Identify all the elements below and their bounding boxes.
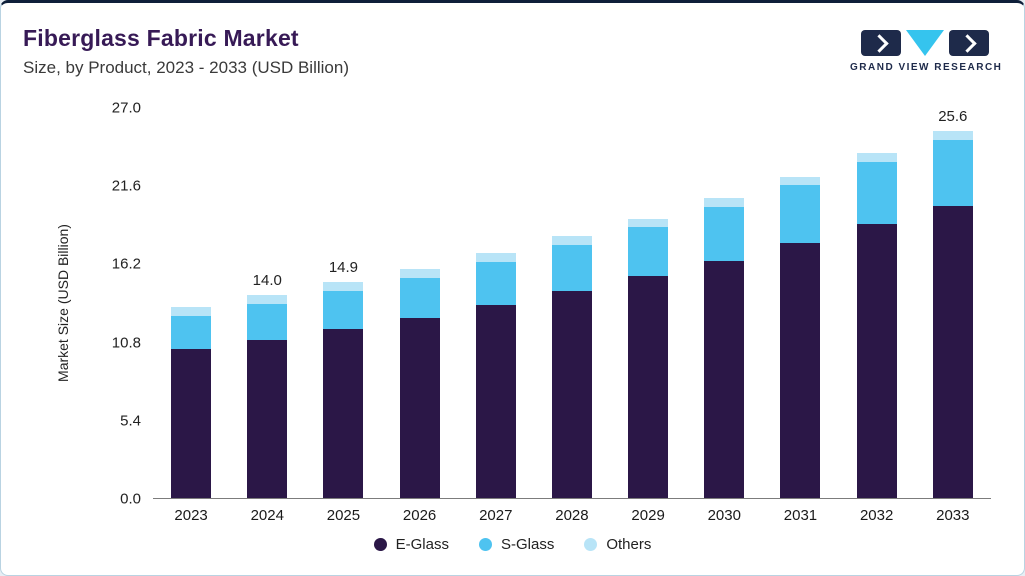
bar-segment-others (171, 306, 212, 316)
bar-segment-e-glass (628, 276, 669, 498)
x-axis-label: 2026 (402, 507, 437, 524)
bar-segment-s-glass (323, 290, 364, 329)
bar-segment-s-glass (856, 162, 897, 225)
bar-segment-e-glass (932, 205, 973, 498)
legend-item-others: Others (584, 536, 651, 553)
bar-segment-s-glass (171, 315, 212, 349)
bar-segment-others (932, 131, 973, 140)
bar-group: 25.6 2033 (932, 108, 973, 524)
legend-label: S-Glass (500, 536, 555, 553)
grand-view-research-logo: GRAND VIEW RESEARCH (850, 29, 1003, 73)
legend-dot-icon (373, 538, 387, 551)
bar-segment-others (704, 198, 745, 207)
bar-segment-e-glass (475, 305, 516, 498)
bar-segment-others (856, 153, 897, 163)
bar-segment-others (247, 295, 288, 304)
bar-segment-e-glass (856, 224, 897, 498)
x-axis-label: 2024 (250, 507, 284, 524)
bar-segment-s-glass (628, 227, 669, 277)
bar-segment-others (780, 176, 821, 186)
y-tick-label: 0.0 (120, 490, 141, 508)
legend-item-e-glass: E-Glass (373, 536, 449, 553)
bar-segment-s-glass (932, 139, 973, 206)
legend-label: E-Glass (395, 536, 449, 553)
legend-dot-icon (478, 538, 492, 551)
chart-header: Fiberglass Fabric Market Size, by Produc… (23, 25, 349, 78)
bar-segment-e-glass (704, 260, 745, 498)
bar-group: 2031 (780, 108, 821, 524)
bar-group: 2029 (628, 108, 669, 524)
x-axis-label: 2028 (555, 507, 589, 524)
bar-group: 2026 (399, 108, 440, 524)
y-tick-label: 21.6 (111, 177, 141, 195)
y-axis-title: Market Size (USD Billion) (55, 224, 71, 382)
bar-segment-others (475, 253, 516, 262)
legend-dot-icon (584, 538, 598, 551)
bar-value-label: 14.0 (252, 272, 282, 290)
bar-group: 2032 (856, 108, 897, 524)
legend: E-Glass S-Glass Others (1, 536, 1024, 553)
logo-wordmark: GRAND VIEW RESEARCH (850, 62, 1003, 73)
bar-segment-s-glass (704, 206, 745, 261)
bar-segment-e-glass (323, 328, 364, 498)
bar-group: 2027 (475, 108, 516, 524)
logo-shapes (850, 29, 1000, 57)
y-tick-label: 5.4 (120, 412, 141, 430)
page-subtitle: Size, by Product, 2023 - 2033 (USD Billi… (23, 58, 349, 77)
bar-segment-e-glass (247, 340, 288, 498)
bar-value-label: 14.9 (328, 259, 359, 277)
y-tick-label: 16.2 (111, 255, 141, 273)
bar-group: 14.9 2025 (323, 108, 364, 524)
bar-segment-s-glass (399, 277, 440, 319)
page-title: Fiberglass Fabric Market (23, 25, 299, 51)
y-tick-label: 10.8 (111, 334, 141, 352)
x-axis-label: 2033 (936, 507, 970, 524)
plot-area: 2023 14.0 2024 14.9 2025 2026 2027 2028 2029 2030… (153, 108, 991, 524)
bar-segment-s-glass (780, 185, 821, 244)
x-axis-label: 2030 (707, 507, 741, 524)
bar-segment-others (551, 235, 592, 245)
x-axis-label: 2031 (783, 507, 818, 524)
bar-segment-s-glass (551, 244, 592, 291)
y-axis-ticks: 0.0 5.4 10.8 16.2 21.6 27.0 (97, 100, 147, 508)
logo-triangle-icon (906, 30, 944, 56)
x-axis-label: 2025 (326, 507, 361, 524)
bar-segment-others (323, 282, 364, 291)
bar-segment-others (399, 269, 440, 278)
x-axis-label: 2029 (631, 507, 665, 524)
bar-group: 2023 (171, 108, 212, 524)
x-axis-label: 2027 (479, 507, 513, 524)
bar-segment-e-glass (551, 290, 592, 498)
y-tick-label: 27.0 (111, 99, 141, 117)
bar-segment-e-glass (399, 318, 440, 498)
bar-segment-e-glass (780, 243, 821, 498)
bar-segment-s-glass (247, 303, 288, 341)
legend-item-s-glass: S-Glass (478, 536, 555, 553)
bar-segment-others (628, 218, 669, 228)
bar-segment-e-glass (171, 348, 212, 498)
legend-label: Others (606, 536, 652, 553)
bar-value-label: 25.6 (938, 108, 968, 126)
x-axis-label: 2032 (859, 507, 894, 524)
bar-group: 2028 (551, 108, 592, 524)
bar-segment-s-glass (475, 261, 516, 306)
logo-square-left-icon (861, 30, 901, 56)
bar-group: 14.0 2024 (247, 108, 288, 524)
logo-square-right-icon (949, 30, 989, 56)
bar-group: 2030 (704, 108, 745, 524)
x-axis-label: 2023 (174, 507, 208, 524)
bars: 2023 14.0 2024 14.9 2025 2026 2027 2028 2029 2030… (153, 108, 991, 524)
